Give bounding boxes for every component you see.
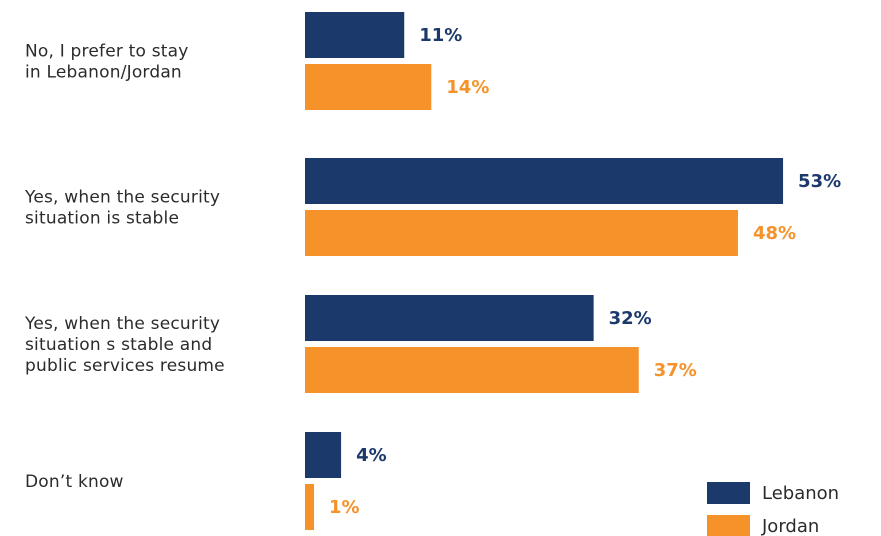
- bar-lebanon: [305, 158, 784, 204]
- legend-swatch-lebanon: [707, 482, 750, 504]
- category-label: Yes, when the security: [24, 188, 220, 208]
- category-label: situation s stable and: [25, 335, 212, 355]
- data-label: 53%: [798, 171, 841, 192]
- bar-lebanon: [305, 432, 342, 478]
- data-label: 37%: [654, 360, 697, 381]
- category-label: in Lebanon/Jordan: [25, 63, 182, 83]
- category-label: Don’t know: [25, 472, 124, 492]
- data-label: 48%: [753, 223, 796, 244]
- data-label: 1%: [329, 497, 360, 518]
- bar-jordan: [305, 347, 639, 393]
- bar-jordan: [305, 210, 738, 256]
- bar-lebanon: [305, 12, 405, 58]
- legend-label: Lebanon: [762, 483, 839, 504]
- category-label: situation is stable: [25, 209, 179, 229]
- bar-jordan: [305, 64, 432, 110]
- category-label: No, I prefer to stay: [25, 42, 189, 62]
- data-label: 14%: [446, 77, 489, 98]
- category-label: public services resume: [25, 356, 225, 376]
- bar-jordan: [305, 484, 315, 530]
- data-label: 32%: [609, 308, 652, 329]
- bar-lebanon: [305, 295, 594, 341]
- category-label: Yes, when the security: [24, 314, 220, 334]
- legend-swatch-jordan: [707, 515, 750, 536]
- data-label: 11%: [419, 25, 462, 46]
- data-label: 4%: [356, 445, 387, 466]
- legend-label: Jordan: [761, 516, 819, 536]
